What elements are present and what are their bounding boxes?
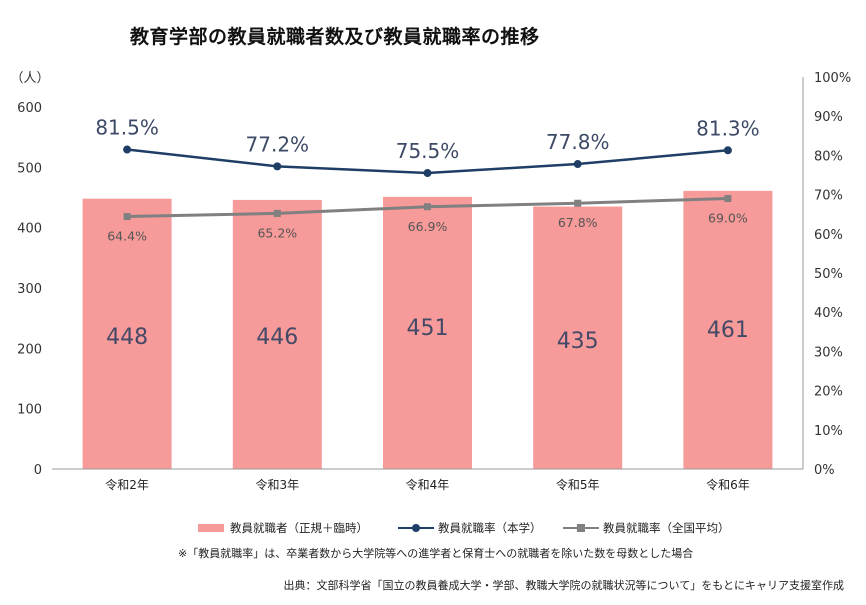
legend-avg-line-icon <box>563 523 599 533</box>
y-left-tick-label: 600 <box>17 101 42 116</box>
bar-data-label: 461 <box>707 318 749 343</box>
y-right-tick-label: 90% <box>814 110 843 125</box>
university-point <box>423 169 432 178</box>
bar <box>683 190 773 469</box>
national-average-data-label: 67.8% <box>558 215 598 230</box>
y-right-tick-label: 10% <box>814 424 843 439</box>
national-average-point <box>273 209 281 217</box>
university-data-label: 75.5% <box>396 139 460 163</box>
bar <box>232 199 322 469</box>
source-note: 出典：文部科学省「国立の教員養成大学・学部、教職大学院の就職状況等について」をも… <box>283 579 844 592</box>
bar <box>383 196 472 469</box>
y-right-tick-label: 50% <box>814 267 843 282</box>
y-right-tick-label: 60% <box>814 228 843 243</box>
legend-item-avg: 教員就職率（全国平均） <box>563 520 730 536</box>
y-right-tick-label: 100% <box>814 71 851 86</box>
y-left-tick-label: 400 <box>17 222 42 237</box>
chart-title: 教育学部の教員就職者数及び教員就職率の推移 <box>130 26 540 48</box>
national-average-point <box>724 195 732 203</box>
x-tick-label: 令和5年 <box>556 477 600 492</box>
y-right-tick-label: 30% <box>814 345 843 360</box>
national-average-data-label: 69.0% <box>708 211 748 226</box>
university-data-label: 81.3% <box>696 116 760 140</box>
x-tick-label: 令和6年 <box>706 477 750 492</box>
bar <box>82 198 172 469</box>
university-data-label: 81.5% <box>95 116 159 140</box>
y-right-tick-label: 0% <box>814 463 835 478</box>
national-average-data-label: 64.4% <box>107 229 147 244</box>
y-right-tick-label: 20% <box>814 385 843 400</box>
national-average-point <box>123 213 131 221</box>
national-average-data-label: 65.2% <box>257 225 297 240</box>
national-average-point <box>574 199 582 207</box>
bar-data-label: 451 <box>407 316 449 341</box>
legend-bar-label: 教員就職者（正規＋臨時） <box>230 521 368 535</box>
national-average-point <box>424 203 431 211</box>
bar-data-label: 446 <box>256 325 298 350</box>
university-point <box>573 160 582 169</box>
y-left-unit-label: （人） <box>10 71 49 86</box>
legend-avg-label: 教員就職率（全国平均） <box>603 521 730 535</box>
bar-data-label: 435 <box>557 329 599 354</box>
legend-item-bars: 教員就職者（正規＋臨時） <box>198 520 368 536</box>
legend-main-line-icon <box>398 523 434 533</box>
legend-bar-swatch <box>198 524 224 532</box>
x-tick-label: 令和2年 <box>105 477 149 492</box>
national-average-data-label: 66.9% <box>408 219 448 234</box>
x-tick-label: 令和4年 <box>406 477 450 492</box>
bar-data-label: 448 <box>106 325 148 350</box>
university-data-label: 77.8% <box>546 130 610 154</box>
y-left-tick-label: 100 <box>17 403 42 418</box>
bar <box>533 206 623 470</box>
legend-item-main: 教員就職率（本学） <box>398 520 542 536</box>
y-left-tick-label: 300 <box>17 282 42 297</box>
y-left-tick-label: 500 <box>17 161 42 176</box>
x-tick-label: 令和3年 <box>255 477 299 492</box>
legend-main-label: 教員就職率（本学） <box>438 521 542 535</box>
y-right-tick-label: 70% <box>814 189 843 204</box>
y-left-tick-label: 0 <box>34 463 42 478</box>
university-point <box>723 146 732 155</box>
university-point <box>273 162 282 171</box>
y-right-tick-label: 80% <box>814 149 843 164</box>
y-left-tick-label: 200 <box>17 342 42 357</box>
y-right-tick-label: 40% <box>814 306 843 321</box>
university-data-label: 77.2% <box>246 132 310 156</box>
university-point <box>123 145 132 154</box>
footnote: ※「教員就職率」は、卒業者数から大学院等への進学者と保育士への就職者を除いた数を… <box>178 547 694 560</box>
